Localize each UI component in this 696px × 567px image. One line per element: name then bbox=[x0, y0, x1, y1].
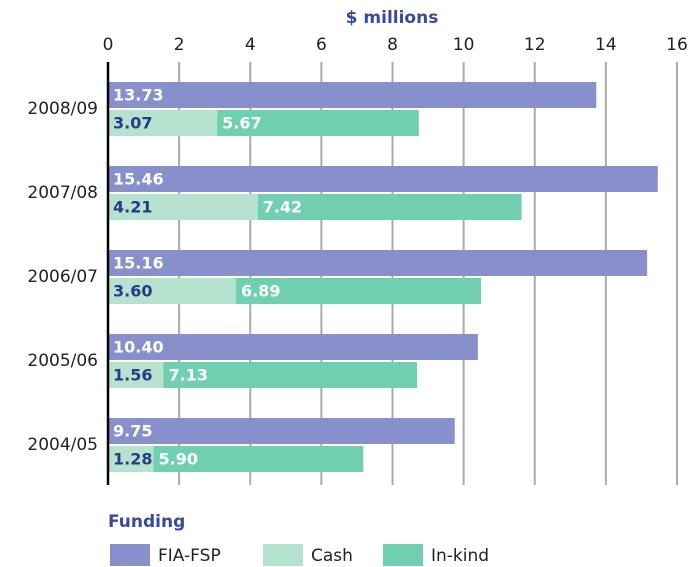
data-label: 7.13 bbox=[168, 366, 207, 385]
legend-title: Funding bbox=[108, 512, 185, 532]
x-tick-label: 2 bbox=[174, 35, 185, 55]
bar bbox=[108, 362, 164, 388]
bar bbox=[108, 166, 658, 192]
x-tick-label: 8 bbox=[387, 35, 398, 55]
legend-swatch bbox=[110, 544, 150, 566]
bar bbox=[153, 446, 364, 472]
x-tick-label: 14 bbox=[595, 35, 617, 55]
data-label: 3.07 bbox=[113, 114, 152, 133]
y-tick-label: 2007/08 bbox=[27, 183, 98, 203]
bar bbox=[163, 362, 418, 388]
bar bbox=[108, 278, 237, 304]
bar bbox=[217, 110, 419, 136]
bar bbox=[108, 446, 154, 472]
x-axis-label: $ millions bbox=[346, 8, 439, 28]
y-tick-label: 2004/05 bbox=[27, 435, 98, 455]
bar bbox=[108, 250, 648, 276]
data-label: 15.16 bbox=[113, 254, 164, 273]
y-tick-label: 2008/09 bbox=[27, 99, 98, 119]
bar bbox=[108, 82, 597, 108]
bar bbox=[108, 334, 478, 360]
bar bbox=[108, 418, 455, 444]
y-tick-label: 2005/06 bbox=[27, 351, 98, 371]
bar bbox=[257, 194, 522, 220]
legend-label: FIA-FSP bbox=[158, 546, 221, 566]
x-tick-label: 0 bbox=[103, 35, 114, 55]
legend-swatch bbox=[263, 544, 303, 566]
x-tick-label: 16 bbox=[666, 35, 688, 55]
x-tick-label: 12 bbox=[524, 35, 546, 55]
legend-label: Cash bbox=[311, 546, 353, 566]
data-label: 15.46 bbox=[113, 170, 164, 189]
data-label: 1.56 bbox=[113, 366, 152, 385]
x-tick-label: 10 bbox=[453, 35, 475, 55]
legend-swatch bbox=[383, 544, 423, 566]
data-label: 9.75 bbox=[113, 422, 152, 441]
data-label: 6.89 bbox=[241, 282, 280, 301]
data-label: 3.60 bbox=[113, 282, 152, 301]
data-label: 10.40 bbox=[113, 338, 164, 357]
x-tick-label: 4 bbox=[245, 35, 256, 55]
data-label: 4.21 bbox=[113, 198, 152, 217]
bar bbox=[108, 110, 218, 136]
y-tick-label: 2006/07 bbox=[27, 267, 98, 287]
legend-label: In-kind bbox=[431, 546, 489, 566]
bar bbox=[236, 278, 482, 304]
data-label: 5.90 bbox=[159, 450, 198, 469]
data-label: 13.73 bbox=[113, 86, 164, 105]
x-tick-label: 6 bbox=[316, 35, 327, 55]
data-label: 7.42 bbox=[263, 198, 302, 217]
bar bbox=[108, 194, 258, 220]
data-label: 5.67 bbox=[222, 114, 261, 133]
data-label: 1.28 bbox=[113, 450, 152, 469]
